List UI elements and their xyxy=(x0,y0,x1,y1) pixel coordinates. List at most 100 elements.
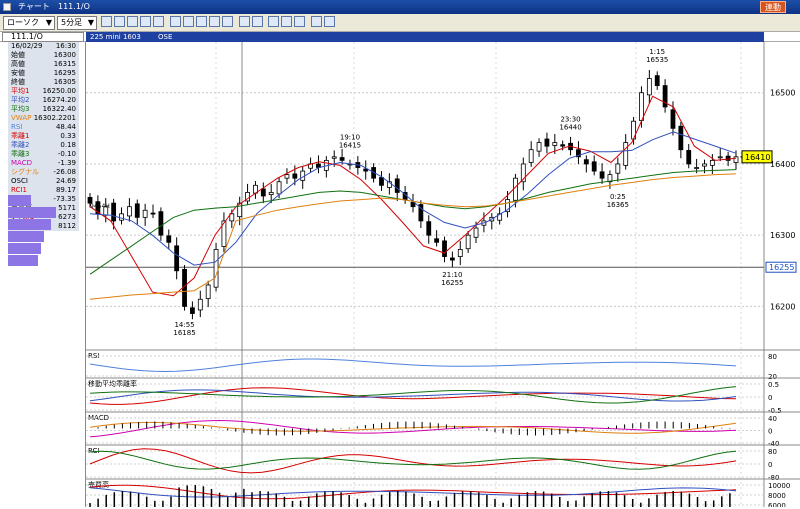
panel-tick-label: 0 xyxy=(768,428,772,436)
window-ticker: 111.1/O xyxy=(58,2,90,11)
candle-body xyxy=(379,177,384,186)
data-value: 16300 xyxy=(53,51,76,59)
data-value: 16274.20 xyxy=(42,96,76,104)
annotation-price: 16440 xyxy=(559,123,581,131)
data-label: MACD xyxy=(11,159,32,167)
window-title: チャート xyxy=(18,2,50,11)
settings-icon[interactable] xyxy=(324,16,335,27)
data-label: 平均3 xyxy=(11,105,30,113)
data-row: 平均3 16322.40 xyxy=(8,105,79,114)
candle-body xyxy=(639,92,644,121)
zoom-icon[interactable] xyxy=(311,16,322,27)
hl-icon[interactable] xyxy=(140,16,151,27)
candle-body xyxy=(158,211,164,236)
annotation-time: 1:15 xyxy=(649,48,665,56)
candle-body xyxy=(678,125,684,151)
candle-body xyxy=(418,204,424,222)
volume-profile-bar xyxy=(8,231,44,242)
data-value: 48.44 xyxy=(55,123,76,131)
grid-icon[interactable] xyxy=(222,16,233,27)
crosshair-icon[interactable] xyxy=(196,16,207,27)
bar-chart-icon[interactable] xyxy=(153,16,164,27)
candle-body xyxy=(449,257,455,261)
annotation-time: 19:10 xyxy=(340,133,360,141)
candle-body xyxy=(560,144,566,147)
candle-body xyxy=(126,206,132,217)
contract-name: 225 mini 1603 xyxy=(90,33,141,41)
chart-type-select[interactable]: ローソク ▼ xyxy=(3,16,55,30)
overlay-line xyxy=(89,95,737,297)
chart-area[interactable]: 16200 16300 16400 16500 16255 14:55 16185 19:10… xyxy=(86,42,800,509)
interval-select[interactable]: 5分足 ▼ xyxy=(57,16,97,30)
panel-tick-label: 0.5 xyxy=(768,381,779,389)
candle-body xyxy=(95,201,101,215)
data-value: 16322.40 xyxy=(42,105,76,113)
data-row: 安値 16295 xyxy=(8,69,79,78)
candle-body xyxy=(229,213,235,222)
candle-body xyxy=(615,163,621,174)
panel-title: 移動平均乖離率 xyxy=(88,379,137,388)
bb-icon[interactable] xyxy=(127,16,138,27)
annotation-price: 16255 xyxy=(441,279,463,287)
realtime-link-button[interactable]: 連動 xyxy=(760,1,786,13)
candle-body xyxy=(465,234,471,250)
data-row: 高値 16315 xyxy=(8,60,79,69)
indicator-line xyxy=(89,450,737,470)
data-row: RSI 48.44 xyxy=(8,123,79,132)
candle-body xyxy=(150,212,156,215)
data-value: 16302.2201 xyxy=(33,114,76,122)
panel-tick-label: 0 xyxy=(768,394,772,402)
y-tick-label: 16500 xyxy=(770,89,795,98)
data-label: 16/02/29 xyxy=(11,42,43,50)
arrow-tool-icon[interactable] xyxy=(294,16,305,27)
indicator-line xyxy=(89,421,737,434)
cursor-icon[interactable] xyxy=(239,16,250,27)
volume-profile-bar xyxy=(8,255,38,266)
candle-body xyxy=(205,284,211,299)
dots-icon[interactable] xyxy=(209,16,220,27)
pen-icon[interactable] xyxy=(268,16,279,27)
candle-body xyxy=(599,171,605,179)
candle-body xyxy=(733,156,739,163)
candle-body xyxy=(284,174,290,179)
candle-body xyxy=(528,149,534,163)
y-tick-label: 16400 xyxy=(770,160,795,169)
annotation-time: 21:10 xyxy=(442,271,462,279)
volume-profile-bar xyxy=(8,219,51,230)
bracket-icon[interactable] xyxy=(252,16,263,27)
line-chart-icon[interactable] xyxy=(170,16,181,27)
indicator-line xyxy=(89,419,737,438)
panel-tick-label: 0 xyxy=(768,461,772,469)
line-tool-icon[interactable] xyxy=(281,16,292,27)
candle-body xyxy=(213,249,219,288)
trend-icon[interactable] xyxy=(183,16,194,27)
indicator-line xyxy=(89,387,737,405)
candle-body xyxy=(292,173,298,179)
indicator-icon[interactable] xyxy=(101,16,112,27)
symbol-code[interactable]: 111.1/O xyxy=(2,32,84,42)
candle-body xyxy=(654,75,660,87)
annotation-extra: 9454H xyxy=(90,203,110,210)
data-label: 始値 xyxy=(11,51,25,59)
interval-value: 5分足 xyxy=(61,18,83,27)
data-label: 乖離1 xyxy=(11,132,30,140)
data-row: 平均2 16274.20 xyxy=(8,96,79,105)
data-value: -1.39 xyxy=(57,159,76,167)
data-value: 16250.00 xyxy=(42,87,76,95)
data-value: 16315 xyxy=(53,60,76,68)
candle-body xyxy=(717,156,723,159)
panel-title: RCI xyxy=(88,447,99,455)
data-label: RCI1 xyxy=(11,186,27,194)
ma-icon[interactable] xyxy=(114,16,125,27)
current-price-label: 16410 xyxy=(745,153,770,162)
candle-body xyxy=(339,157,345,161)
candle-body xyxy=(268,192,274,195)
data-label: 平均1 xyxy=(11,87,30,95)
candle-body xyxy=(725,155,731,161)
data-value: 16295 xyxy=(53,69,76,77)
data-value: 16305 xyxy=(53,78,76,86)
panel-title: RSI xyxy=(88,352,99,360)
candle-body xyxy=(142,209,148,218)
candle-body xyxy=(709,159,715,166)
indicator-line xyxy=(89,448,737,474)
